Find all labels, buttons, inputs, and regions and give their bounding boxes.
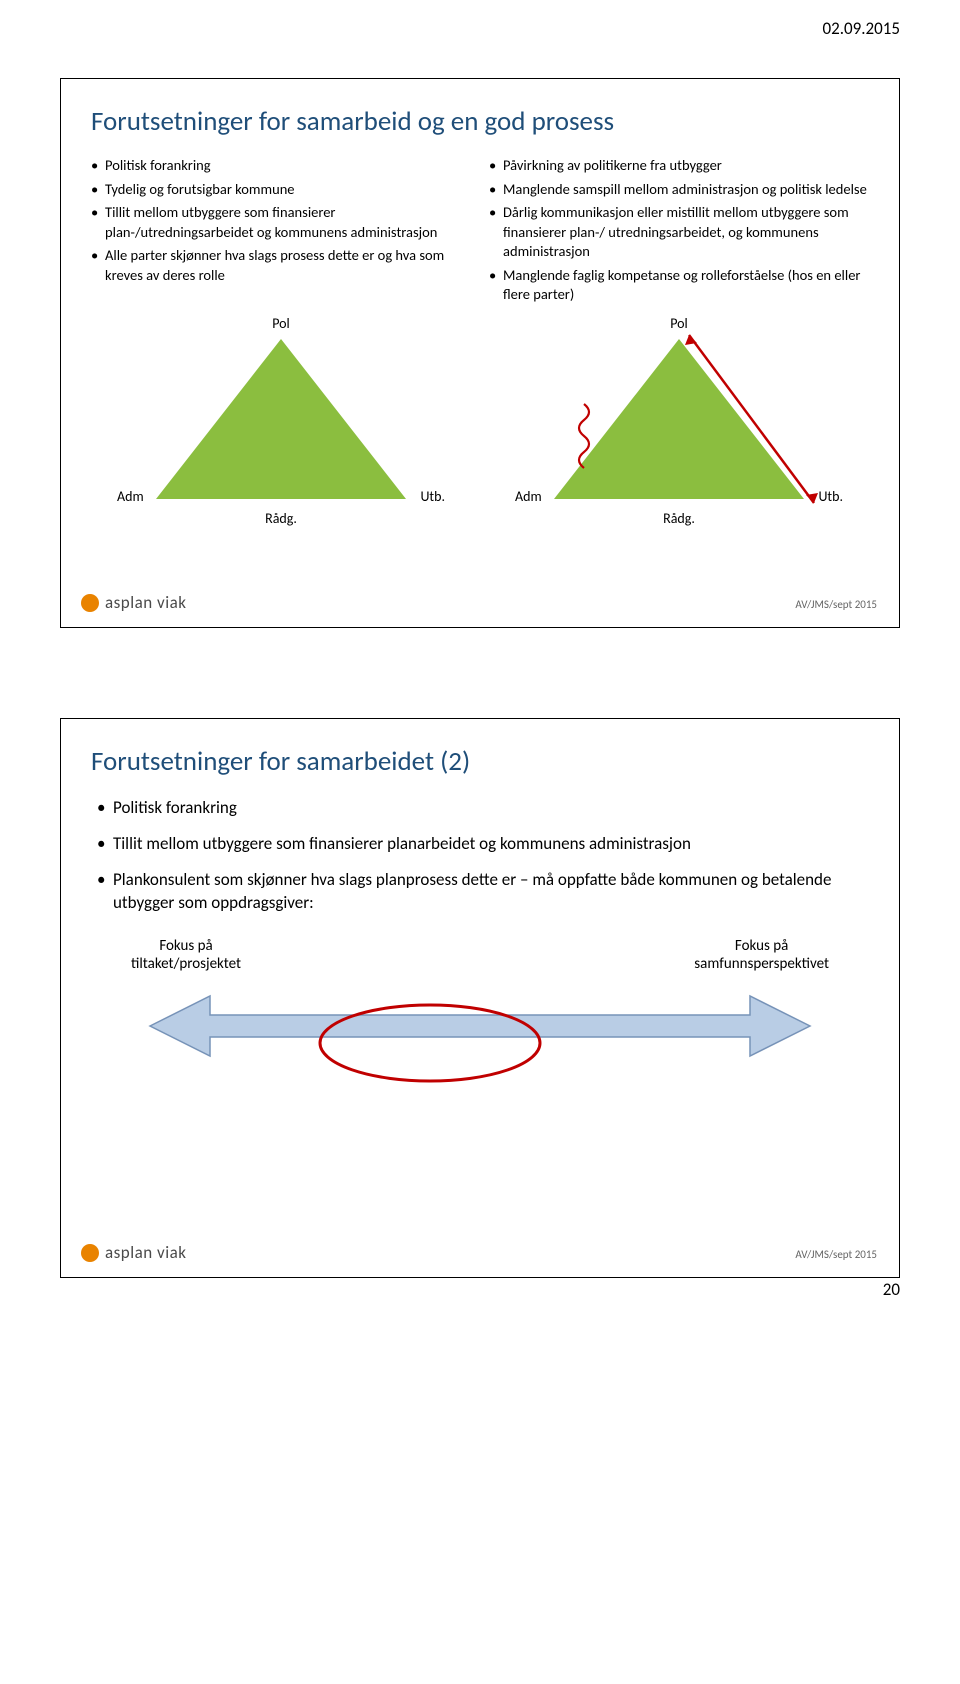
slide1-right-col: Påvirkning av politikerne fra utbygger M… — [489, 156, 869, 309]
triangle-right: Pol Adm Utb. Rådg. — [489, 319, 869, 529]
double-arrow-svg — [130, 981, 830, 1111]
page-number: 20 — [883, 1279, 900, 1300]
slide1-title: Forutsetninger for samarbeid og en god p… — [91, 105, 869, 138]
bullet: Politisk forankring — [91, 156, 471, 176]
bullet: Påvirkning av politikerne fra utbygger — [489, 156, 869, 176]
triangle-shape — [156, 339, 406, 499]
bullet: Tillit mellom utbyggere som finansierer … — [97, 832, 869, 856]
bullet: Manglende faglig kompetanse og rollefors… — [489, 266, 869, 305]
bullet: Alle parter skjønner hva slags prosess d… — [91, 246, 471, 285]
logo-text: asplan viak — [105, 1242, 187, 1263]
triangle-left: Pol Adm Utb. Rådg. — [91, 319, 471, 529]
bullet: Politisk forankring — [97, 796, 869, 820]
page-date: 02.09.2015 — [822, 18, 900, 39]
focus-left: Fokus på tiltaket/prosjektet — [131, 937, 241, 973]
triangles-row: Pol Adm Utb. Rådg. Pol Adm Utb. — [91, 319, 869, 529]
tri-label-left: Adm — [515, 488, 542, 505]
triangle-right-svg — [489, 319, 869, 529]
focus-left-line2: tiltaket/prosjektet — [131, 955, 241, 973]
triangle-shape — [554, 339, 804, 499]
tri-label-right: Utb. — [818, 488, 843, 505]
bullet: Plankonsulent som skjønner hva slags pla… — [97, 868, 869, 916]
focus-left-line1: Fokus på — [131, 937, 241, 955]
bullet: Manglende samspill mellom administrasjon… — [489, 180, 869, 200]
tri-label-bottom: Rådg. — [663, 510, 695, 527]
slide2-title: Forutsetninger for samarbeidet (2) — [91, 745, 869, 778]
slide1-left-col: Politisk forankring Tydelig og forutsigb… — [91, 156, 471, 309]
logo-ball-icon — [81, 594, 99, 612]
logo-text: asplan viak — [105, 592, 187, 613]
footer-logo: asplan viak — [81, 592, 187, 613]
bullet: Tillit mellom utbyggere som finansierer … — [91, 203, 471, 242]
bullet: Dårlig kommunikasjon eller mistillit mel… — [489, 203, 869, 262]
focus-right-line2: samfunnsperspektivet — [694, 955, 829, 973]
focus-row: Fokus på tiltaket/prosjektet Fokus på sa… — [131, 937, 829, 973]
focus-right: Fokus på samfunnsperspektivet — [694, 937, 829, 973]
slide2-bullets: Politisk forankring Tillit mellom utbygg… — [91, 796, 869, 915]
slide-2: Forutsetninger for samarbeidet (2) Polit… — [60, 718, 900, 1278]
footer-meta: AV/JMS/sept 2015 — [795, 598, 877, 611]
footer-meta: AV/JMS/sept 2015 — [795, 1248, 877, 1261]
logo-ball-icon — [81, 1244, 99, 1262]
tri-label-top: Pol — [670, 315, 688, 332]
focus-right-line1: Fokus på — [694, 937, 829, 955]
tri-label-left: Adm — [117, 488, 144, 505]
bullet: Tydelig og forutsigbar kommune — [91, 180, 471, 200]
tri-label-right: Utb. — [420, 488, 445, 505]
tri-label-top: Pol — [272, 315, 290, 332]
tri-label-bottom: Rådg. — [265, 510, 297, 527]
footer-logo: asplan viak — [81, 1242, 187, 1263]
slide-1: Forutsetninger for samarbeid og en god p… — [60, 78, 900, 628]
triangle-left-svg — [91, 319, 471, 529]
page: 02.09.2015 Forutsetninger for samarbeid … — [0, 0, 960, 1318]
slide1-columns: Politisk forankring Tydelig og forutsigb… — [91, 156, 869, 309]
double-arrow-shape — [150, 996, 810, 1056]
